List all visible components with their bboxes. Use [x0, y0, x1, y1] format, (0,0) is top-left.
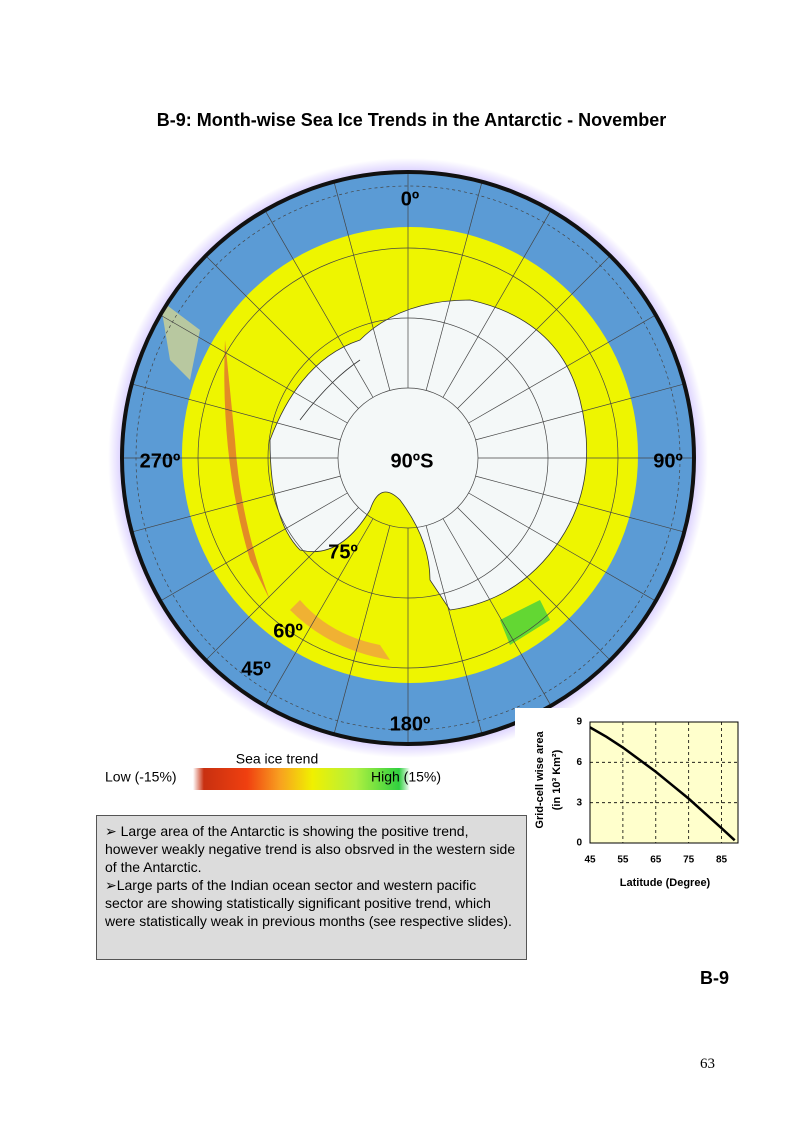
map-label: 90ºS — [391, 450, 434, 472]
y-tick-label: 9 — [576, 717, 582, 728]
map-label: 270º — [140, 450, 181, 472]
page-number: 63 — [700, 1056, 715, 1072]
page-title: B-9: Month-wise Sea Ice Trends in the An… — [156, 110, 667, 130]
y-tick-label: 6 — [576, 757, 582, 768]
x-tick-label: 55 — [617, 855, 629, 866]
map-label: 0º — [401, 188, 419, 210]
map-label: 180º — [390, 713, 431, 735]
x-tick-label: 85 — [716, 855, 728, 866]
note-paragraph: ➢Large parts of the Indian ocean sector … — [105, 877, 512, 929]
x-tick-label: 45 — [584, 855, 596, 866]
y-axis-label: Grid-cell wise area — [534, 731, 546, 829]
note-paragraph: ➢ Large area of the Antarctic is showing… — [105, 823, 516, 875]
x-tick-label: 75 — [683, 855, 695, 866]
legend-bar — [193, 768, 410, 790]
y-tick-label: 0 — [576, 838, 582, 849]
map-label: 75º — [328, 541, 358, 563]
map: 0º 270º 90ºS 90º 75º 60º 45º 180º Sea ic… — [105, 158, 708, 790]
legend-title: Sea ice trend — [236, 751, 319, 767]
note-box: ➢ Large area of the Antarctic is showing… — [96, 815, 527, 960]
slide-code: B-9 — [700, 968, 730, 988]
chart: Grid-cell wise area (in 10³ Km²) Latitud… — [515, 708, 750, 898]
y-tick-label: 3 — [576, 797, 582, 808]
map-label: 45º — [241, 658, 271, 680]
x-tick-label: 65 — [650, 855, 662, 866]
legend-high: High (15%) — [371, 769, 441, 785]
legend-low: Low (-15%) — [105, 769, 177, 785]
y-axis-label: (in 10³ Km²) — [551, 749, 563, 810]
map-body — [122, 172, 694, 744]
map-label: 90º — [653, 450, 683, 472]
map-label: 60º — [273, 620, 303, 642]
x-axis-label: Latitude (Degree) — [620, 877, 711, 889]
data-line — [589, 726, 736, 842]
